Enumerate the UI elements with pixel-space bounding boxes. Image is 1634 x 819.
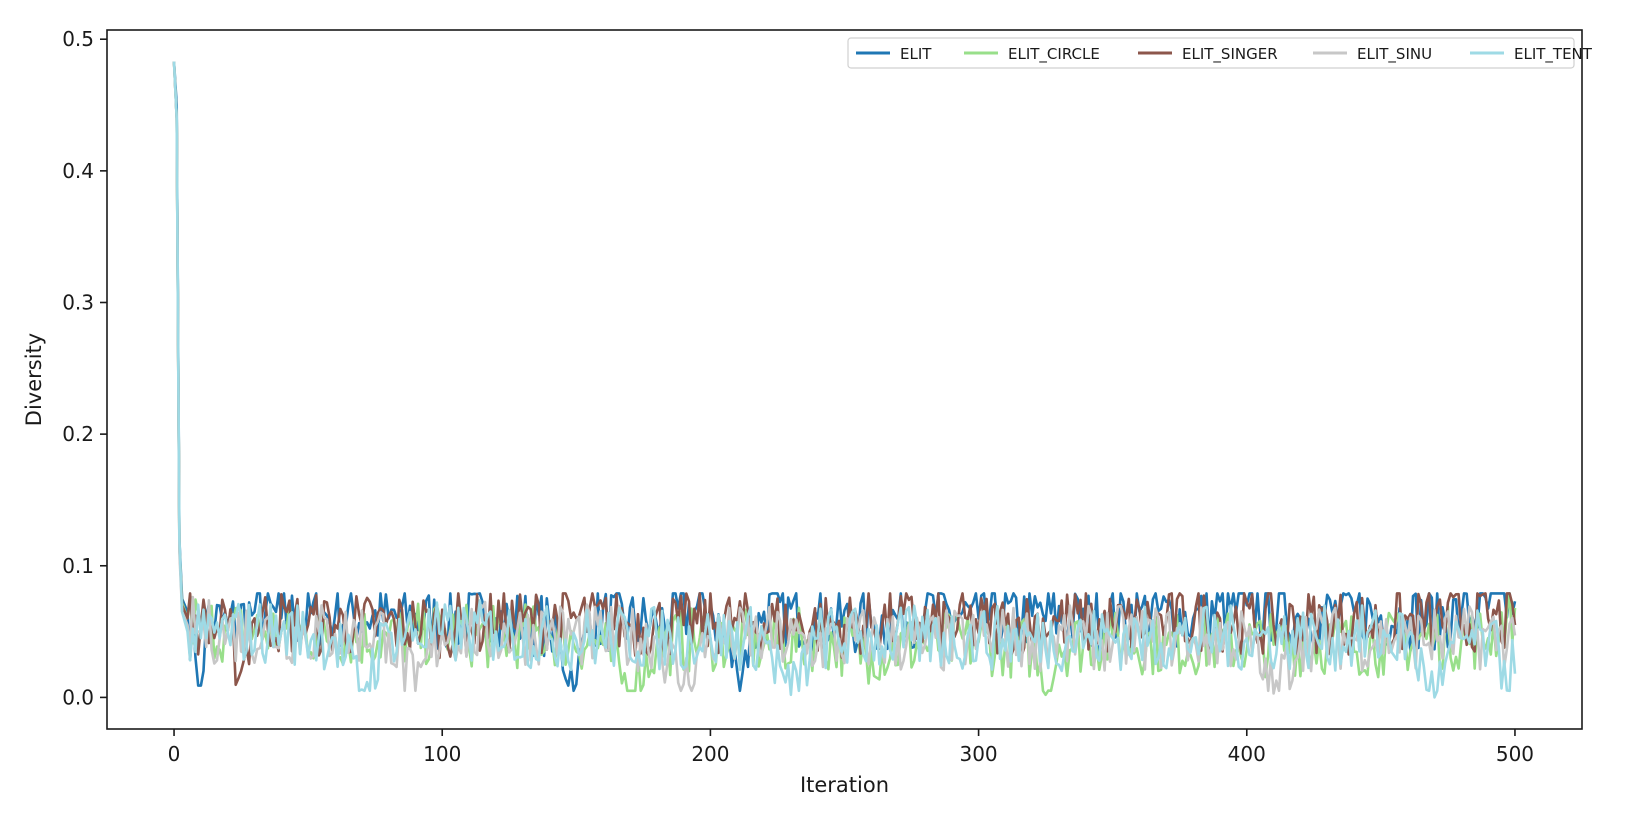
y-tick-label: 0.4 bbox=[62, 159, 94, 183]
x-tick-label: 300 bbox=[959, 742, 997, 766]
x-tick-label: 0 bbox=[168, 742, 181, 766]
x-tick-label: 200 bbox=[691, 742, 729, 766]
series-layer bbox=[172, 61, 1517, 699]
legend-label-3: ELIT_SINU bbox=[1357, 45, 1432, 64]
legend: ELIT ELIT_CIRCLE ELIT_SINGER ELIT_SINU ELIT_… bbox=[847, 37, 1593, 69]
series-line-4 bbox=[172, 61, 1517, 699]
legend-label-4: ELIT_TENT bbox=[1514, 45, 1593, 64]
axes-layer: 0 100 200 300 400 500 0.0 0.1 0.2 0.3 0.4 0.5 bbox=[62, 27, 1583, 766]
y-tick-label: 0.3 bbox=[62, 290, 94, 314]
legend-label-2: ELIT_SINGER bbox=[1182, 45, 1278, 64]
x-tick-label: 400 bbox=[1228, 742, 1266, 766]
x-axis-label: Iteration bbox=[800, 773, 889, 797]
x-tick-label: 500 bbox=[1496, 742, 1534, 766]
y-tick-label: 0.5 bbox=[62, 27, 94, 51]
legend-box bbox=[847, 37, 1575, 69]
y-tick-label: 0.0 bbox=[62, 685, 94, 709]
legend-label-0: ELIT bbox=[900, 45, 932, 63]
x-tick-label: 100 bbox=[423, 742, 461, 766]
y-tick-label: 0.2 bbox=[62, 422, 94, 446]
plot-frame bbox=[106, 29, 1583, 730]
legend-label-1: ELIT_CIRCLE bbox=[1008, 45, 1100, 64]
y-axis-label: Diversity bbox=[22, 333, 46, 426]
y-tick-label: 0.1 bbox=[62, 554, 94, 578]
